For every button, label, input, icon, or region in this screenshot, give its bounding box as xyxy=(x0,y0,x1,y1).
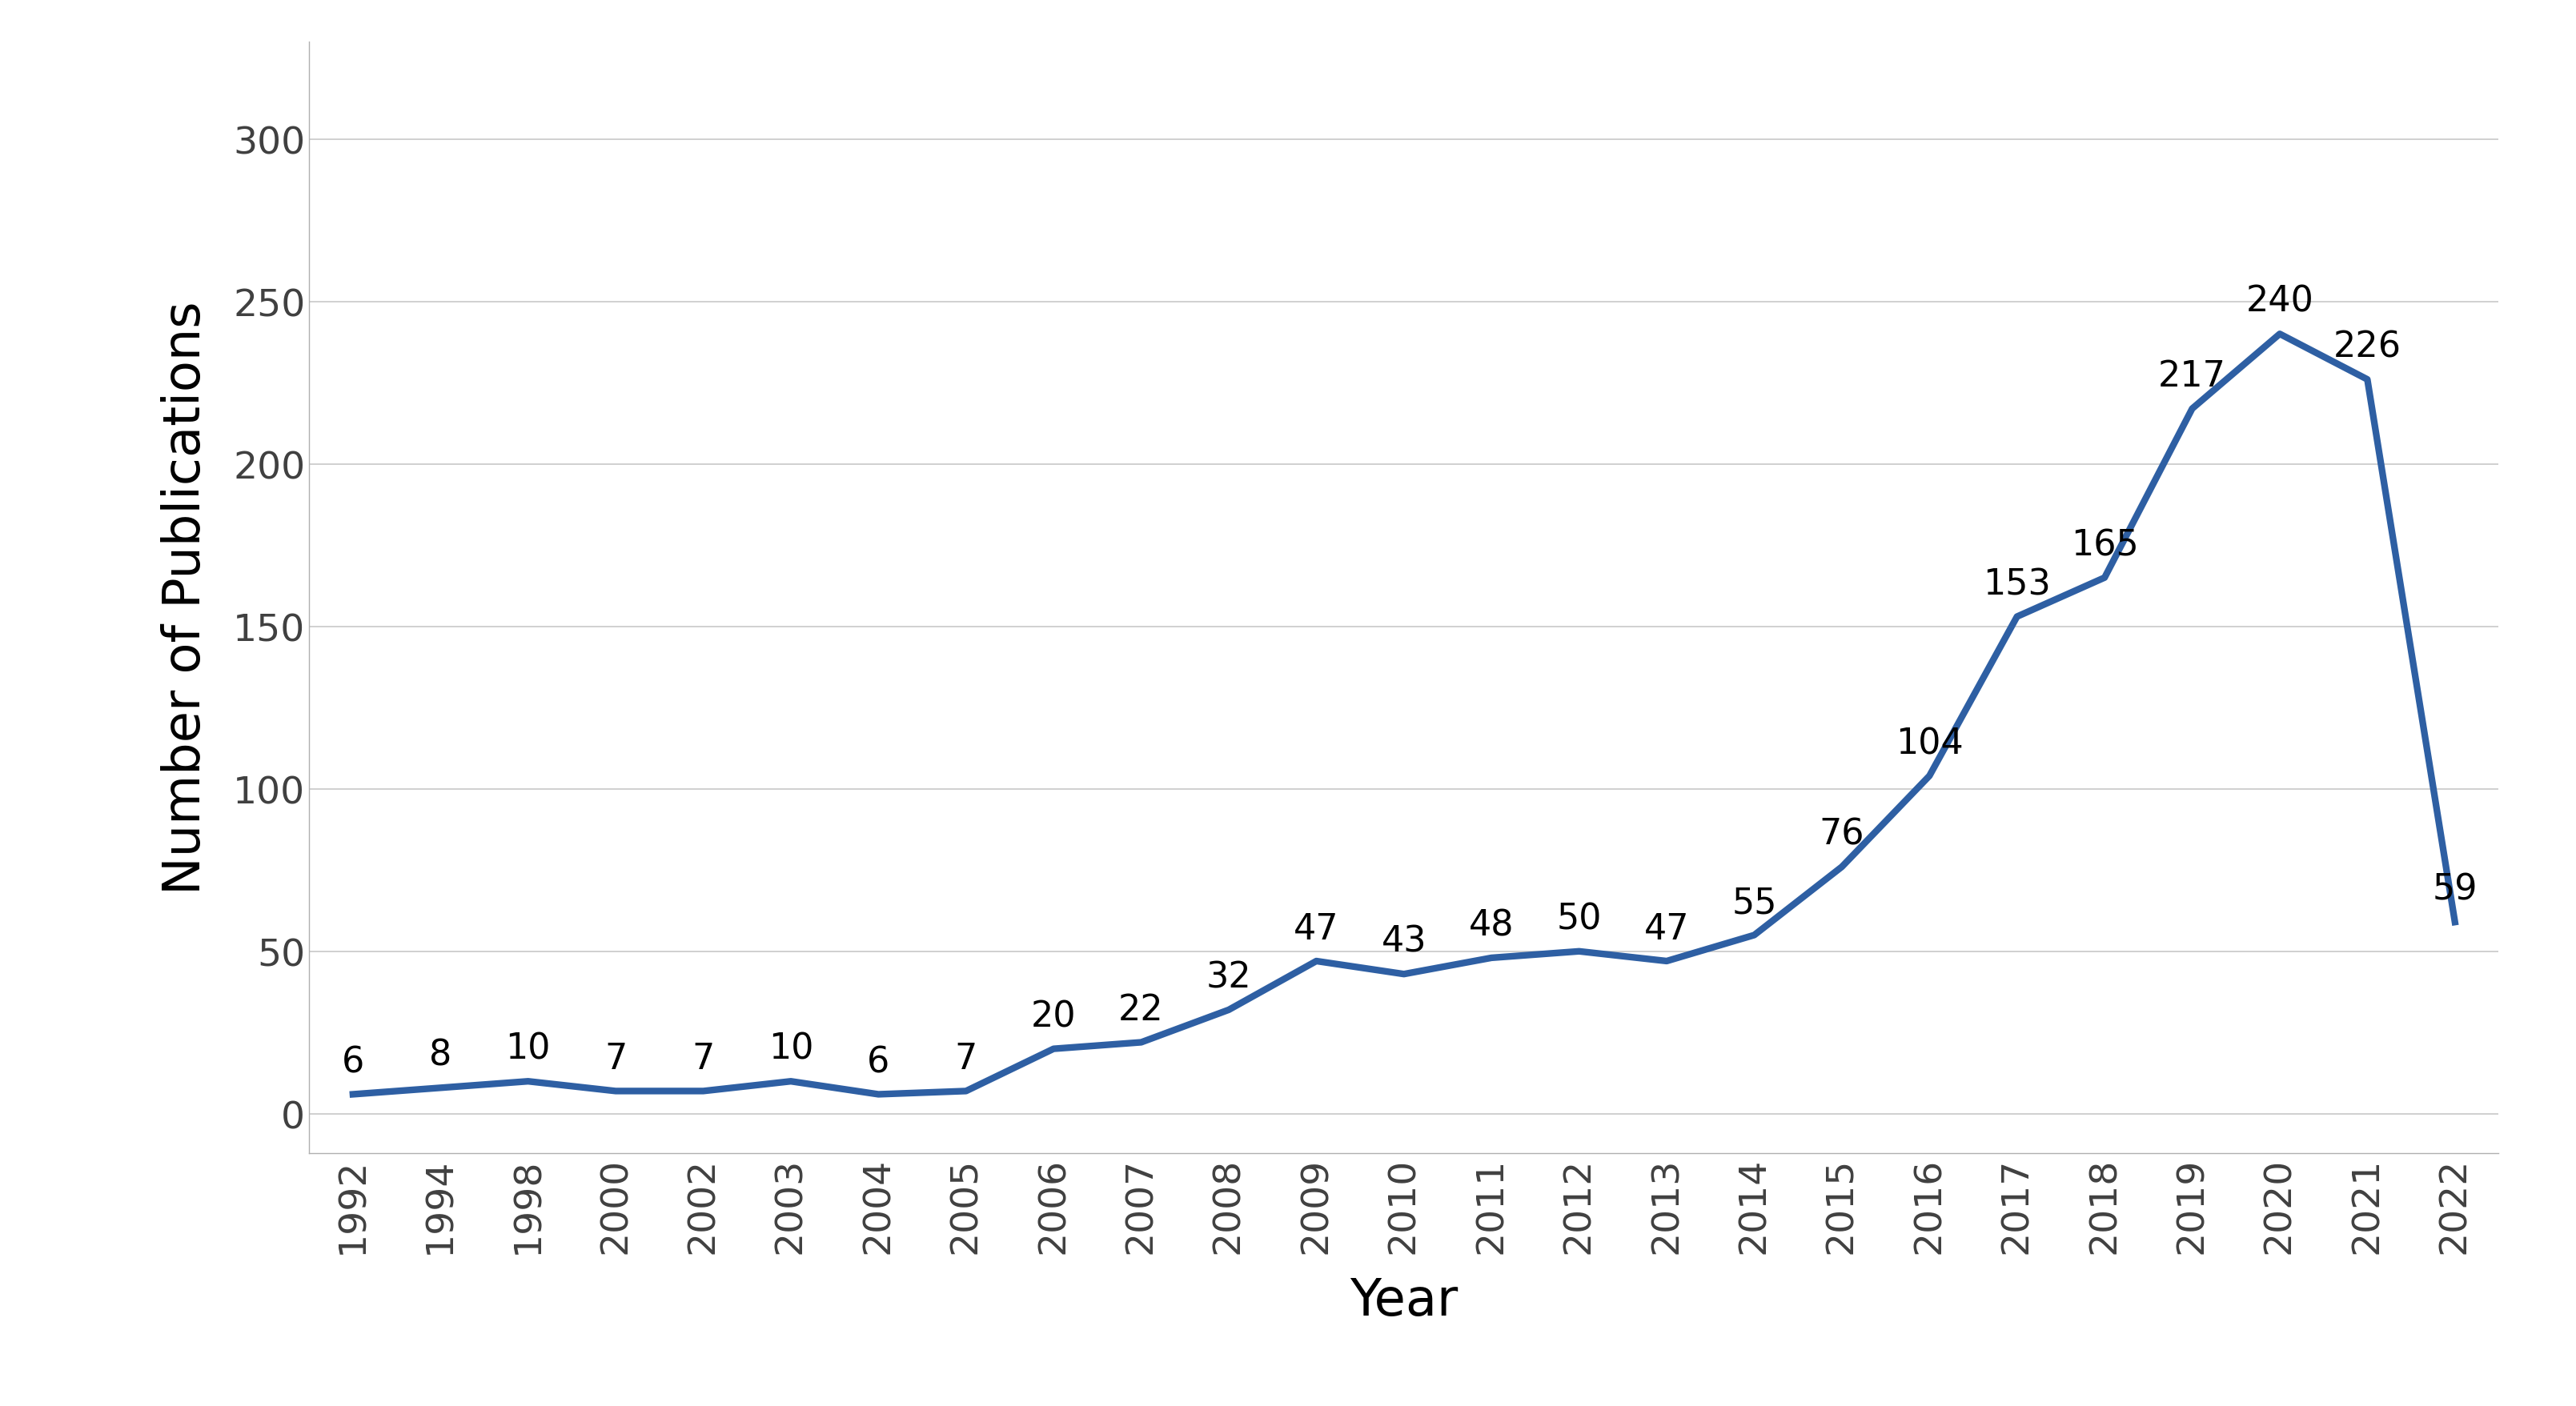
Text: 22: 22 xyxy=(1118,993,1164,1026)
Text: 153: 153 xyxy=(1984,567,2050,602)
Text: 55: 55 xyxy=(1731,886,1777,920)
Text: 104: 104 xyxy=(1896,727,1963,761)
Text: 20: 20 xyxy=(1030,1000,1077,1033)
Text: 7: 7 xyxy=(693,1042,714,1076)
Text: 47: 47 xyxy=(1293,911,1340,946)
Text: 240: 240 xyxy=(2246,284,2313,319)
Text: 226: 226 xyxy=(2334,330,2401,364)
Text: 6: 6 xyxy=(868,1045,889,1078)
Text: 43: 43 xyxy=(1381,924,1427,959)
Text: 10: 10 xyxy=(505,1032,551,1066)
X-axis label: Year: Year xyxy=(1350,1275,1458,1324)
Text: 50: 50 xyxy=(1556,901,1602,936)
Text: 6: 6 xyxy=(343,1045,363,1078)
Text: 47: 47 xyxy=(1643,911,1690,946)
Text: 48: 48 xyxy=(1468,908,1515,942)
Text: 7: 7 xyxy=(956,1042,976,1076)
Text: 8: 8 xyxy=(430,1038,451,1073)
Text: 7: 7 xyxy=(605,1042,626,1076)
Text: 10: 10 xyxy=(768,1032,814,1066)
Text: 59: 59 xyxy=(2432,872,2478,907)
Text: 165: 165 xyxy=(2071,529,2138,562)
Text: 32: 32 xyxy=(1206,960,1252,994)
Text: 76: 76 xyxy=(1819,817,1865,852)
Text: 217: 217 xyxy=(2159,360,2226,394)
Y-axis label: Number of Publications: Number of Publications xyxy=(162,301,211,894)
